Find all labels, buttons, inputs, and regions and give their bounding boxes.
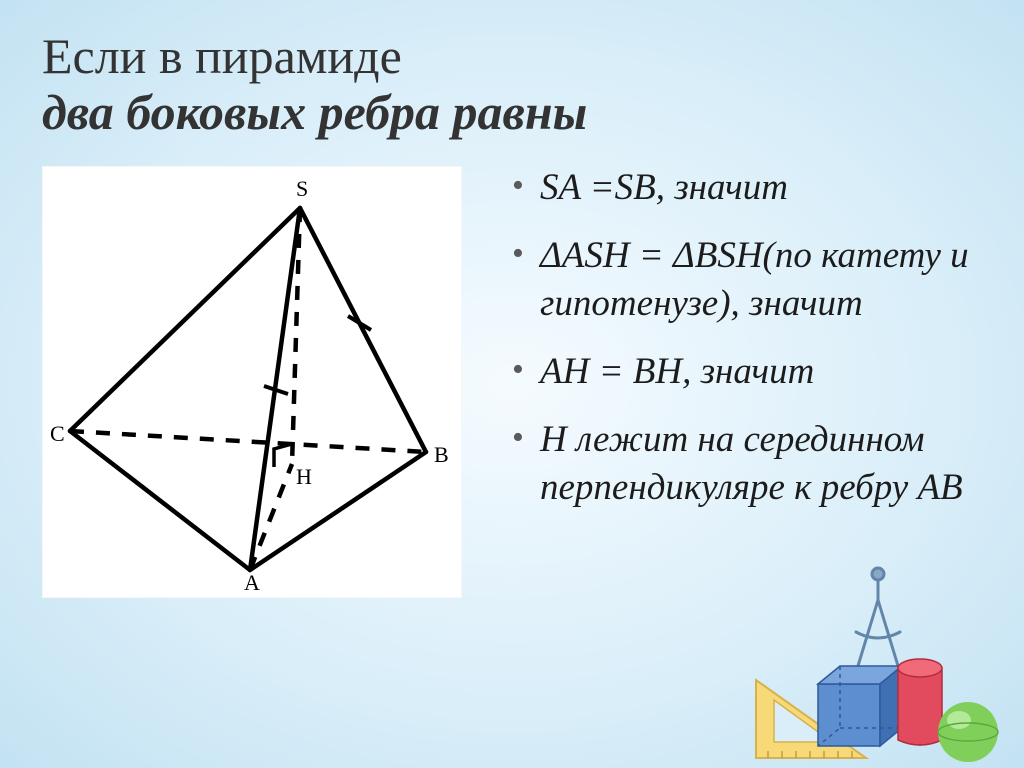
label-A: A bbox=[244, 570, 260, 595]
list-item: SA =SB, значит bbox=[512, 164, 982, 212]
decorative-shapes bbox=[748, 562, 1008, 762]
title-line-2: два боковых ребра равны bbox=[42, 84, 982, 140]
slide-title: Если в пирамиде два боковых ребра равны bbox=[42, 28, 982, 140]
list-item: AH = BH, значит bbox=[512, 348, 982, 396]
label-B: B bbox=[434, 442, 449, 467]
title-line-1: Если в пирамиде bbox=[42, 28, 982, 84]
list-item: ΔASH = ΔBSH(по катету и гипотенузе), зна… bbox=[512, 232, 982, 328]
bullet-list: SA =SB, значит ΔASH = ΔBSH(по катету и г… bbox=[482, 162, 982, 598]
label-C: C bbox=[50, 421, 65, 446]
list-item: H лежит на серединном перпендикуляре к р… bbox=[512, 416, 982, 512]
pyramid-diagram: S A B C H bbox=[42, 166, 462, 598]
label-S: S bbox=[296, 176, 308, 201]
label-H: H bbox=[296, 464, 312, 489]
